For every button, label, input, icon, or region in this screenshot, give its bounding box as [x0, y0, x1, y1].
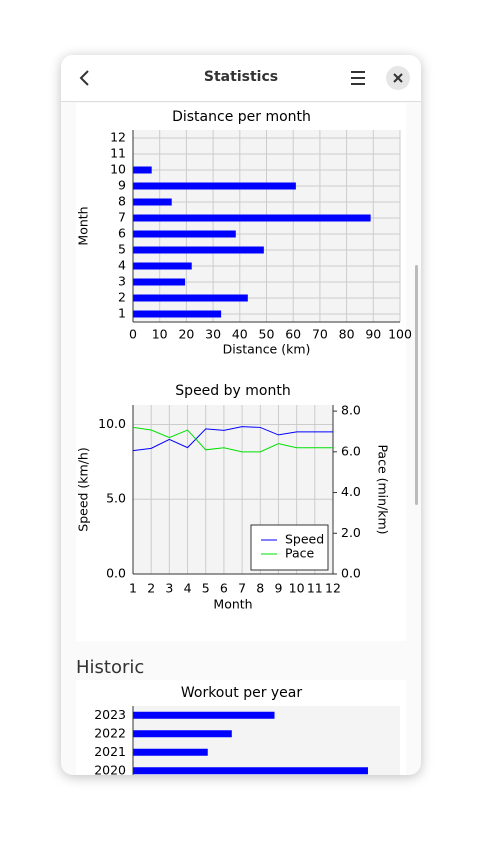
x-tick-label: 9 [274, 581, 282, 596]
header-bar: Statistics [61, 55, 421, 102]
scrollbar [415, 265, 418, 505]
bar [133, 262, 192, 270]
x-tick-label: 70 [312, 327, 328, 342]
x-tick-label: 100 [388, 327, 412, 342]
bar [133, 748, 208, 756]
y-tick-label: 2020 [94, 762, 126, 775]
legend-label: Speed [285, 532, 324, 547]
y-tick-label: 10 [110, 162, 126, 177]
y2-tick-label: 0.0 [341, 566, 361, 581]
y-tick-label: 2021 [94, 744, 126, 759]
y-tick-label: 2 [118, 290, 126, 305]
bar [133, 214, 371, 222]
window: Historic Distance per month 0 10 20 30 40 50 60… [61, 55, 421, 775]
x-tick-label: 2 [147, 581, 155, 596]
bar [133, 278, 186, 286]
series-line [132, 426, 333, 452]
x-tick-label: 6 [220, 581, 228, 596]
bar [133, 230, 236, 238]
x-tick-label: 10 [289, 581, 305, 596]
y-tick-label: 7 [118, 210, 126, 225]
back-button[interactable] [75, 68, 95, 88]
menu-button[interactable] [348, 68, 368, 88]
series-line [132, 426, 333, 453]
y2-tick-label: 6.0 [341, 443, 361, 458]
y-tick-label: 11 [110, 146, 126, 161]
x-tick-label: 5 [202, 581, 210, 596]
chart-title: Speed by month [175, 383, 290, 399]
bar [133, 182, 296, 190]
x-tick-label: 12 [325, 581, 341, 596]
y-tick-label: 8 [118, 194, 126, 209]
y-tick-label: 4 [118, 258, 126, 273]
x-tick-label: 60 [285, 327, 301, 342]
chart-title: Workout per year [181, 685, 303, 701]
bar [133, 730, 232, 738]
bar [133, 198, 172, 206]
x-axis-label: Month [213, 597, 252, 612]
y-tick-label: 6 [118, 226, 126, 241]
y-tick-label: 1 [118, 306, 126, 321]
y-tick-label: 2023 [94, 707, 126, 722]
y-tick-label: 0.0 [106, 566, 126, 581]
x-tick-label: 3 [165, 581, 173, 596]
legend [250, 524, 329, 571]
x-tick-label: 10 [152, 327, 168, 342]
y-tick-label: 3 [118, 274, 126, 289]
close-button[interactable] [385, 65, 411, 91]
bar [133, 711, 275, 719]
x-tick-label: 8 [256, 581, 264, 596]
y-tick-label: 5 [118, 242, 126, 257]
x-tick-label: 30 [205, 327, 221, 342]
x-tick-label: 0 [129, 327, 137, 342]
x-tick-label: 90 [365, 327, 381, 342]
x-tick-label: 7 [238, 581, 246, 596]
x-axis-label: Distance (km) [223, 342, 311, 357]
y-tick-label: 5.0 [106, 491, 126, 506]
bar [133, 767, 368, 775]
x-tick-label: 1 [129, 581, 137, 596]
y2-tick-label: 8.0 [341, 403, 361, 418]
header-title: Statistics [203, 69, 279, 85]
bar [133, 246, 264, 254]
x-tick-label: 11 [307, 581, 323, 596]
x-tick-label: 20 [178, 327, 194, 342]
x-tick-label: 80 [339, 327, 355, 342]
section-title: Historic [76, 657, 144, 678]
x-tick-label: 50 [259, 327, 275, 342]
y-axis-label: Month [76, 206, 91, 245]
y2-tick-label: 4.0 [341, 484, 361, 499]
y-tick-label: 2022 [94, 725, 126, 740]
x-tick-label: 4 [184, 581, 192, 596]
bar [133, 294, 248, 302]
legend-label: Pace [285, 546, 315, 561]
chart-title: Distance per month [172, 109, 311, 125]
y-axis-label: Speed (km/h) [76, 447, 91, 531]
y-tick-label: 9 [118, 178, 126, 193]
y2-tick-label: 2.0 [341, 525, 361, 540]
y2-axis-label: Pace (min/km) [376, 444, 391, 534]
y-tick-label: 10.0 [98, 416, 126, 431]
y-tick-label: 12 [110, 130, 126, 145]
bar [133, 166, 152, 174]
bar [133, 310, 222, 318]
x-tick-label: 40 [232, 327, 248, 342]
